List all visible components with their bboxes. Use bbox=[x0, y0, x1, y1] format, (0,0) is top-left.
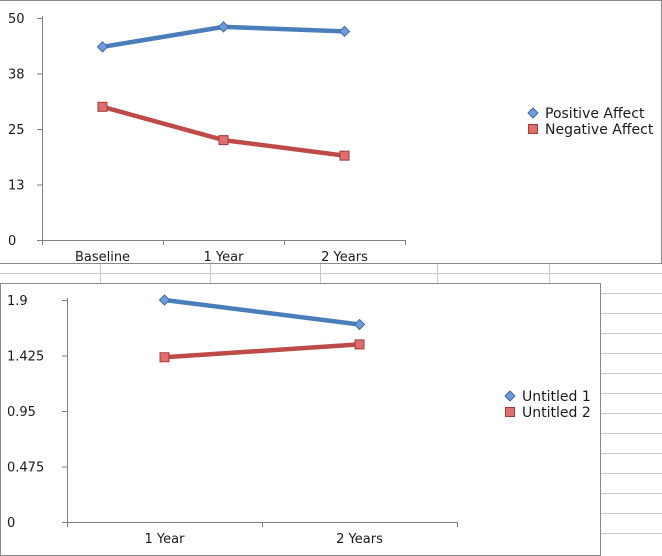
chart1-legend-label-1: Positive Affect bbox=[545, 106, 645, 122]
chart1-y-tick-label: 38 bbox=[8, 68, 25, 83]
chart1-series-1-point bbox=[217, 21, 230, 33]
chart2-series-2-point bbox=[354, 339, 365, 350]
chart1-x-tick-label: 2 Years bbox=[321, 250, 368, 264]
chart1-series-1-point bbox=[338, 25, 351, 38]
chart1-y-tick-label: 0 bbox=[8, 234, 16, 249]
chart2-x-tick-label: 2 Years bbox=[336, 532, 383, 547]
chart2-series-2-point bbox=[159, 352, 170, 363]
chart1-legend-marker-2 bbox=[528, 124, 538, 134]
chart1-y-tick-label: 50 bbox=[8, 12, 25, 27]
chart2-series-1-point bbox=[158, 294, 171, 306]
chart1-x-tick-label: 1 Year bbox=[204, 250, 245, 264]
chart1-x-tick-label: Baseline bbox=[75, 250, 130, 264]
chart2-x-tick-label: 1 Year bbox=[145, 532, 186, 547]
chart2-series-1-point bbox=[353, 318, 366, 331]
chart1-y-tick-label: 25 bbox=[8, 123, 25, 138]
chart1-series-2-point bbox=[339, 150, 350, 161]
chart1-series-2-point bbox=[218, 135, 229, 146]
chart-affect-plot: 50 38 25 13 0 Baseline 1 Year 2 Years Positive A… bbox=[8, 12, 654, 264]
chart-untitled-plot: 1.9 1.425 0.95 0.475 0 1 Year 2 Years Untitled … bbox=[7, 294, 591, 547]
chart2-y-tick-label: 1.425 bbox=[7, 350, 44, 365]
chart2-y-tick-label: 1.9 bbox=[7, 294, 28, 309]
chart1-legend-marker-1 bbox=[527, 107, 539, 119]
chart1-y-tick-label: 13 bbox=[8, 179, 25, 194]
chart2-legend-marker-2 bbox=[505, 407, 515, 417]
chart2-y-tick-label: 0.475 bbox=[7, 461, 44, 476]
chart2-series-line-1 bbox=[164, 297, 360, 327]
chart2-series-line-2 bbox=[164, 342, 360, 360]
chart2-y-tick-label: 0 bbox=[7, 516, 15, 531]
chart1-series-1-point bbox=[96, 41, 109, 53]
chart1-series-2-point bbox=[97, 101, 108, 112]
chart-untitled-series[interactable]: 1.9 1.425 0.95 0.475 0 1 Year 2 Years Untitled … bbox=[0, 283, 601, 556]
chart2-y-tick-label: 0.95 bbox=[7, 405, 36, 420]
chart2-legend-label-1: Untitled 1 bbox=[522, 389, 591, 405]
chart2-legend-marker-1 bbox=[504, 390, 516, 402]
chart-affect-over-time[interactable]: 50 38 25 13 0 Baseline 1 Year 2 Years Positive A… bbox=[0, 0, 662, 264]
chart1-series-line-2 bbox=[101, 104, 345, 158]
chart1-legend-label-2: Negative Affect bbox=[545, 122, 654, 138]
chart2-legend-label-2: Untitled 2 bbox=[522, 405, 591, 421]
